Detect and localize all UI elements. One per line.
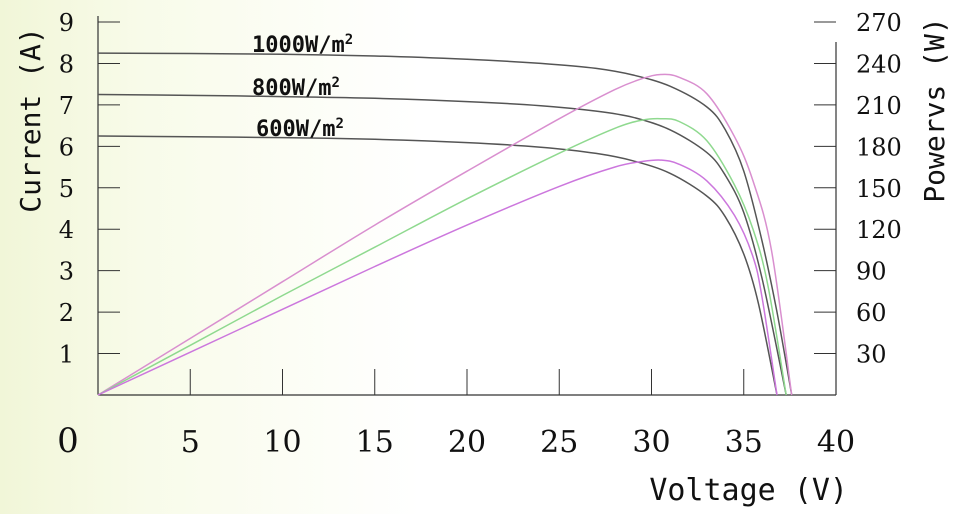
y-tick-label-left: 6 [59, 133, 74, 161]
x-tick-label: 25 [540, 425, 578, 460]
x-tick-label: 35 [725, 425, 763, 460]
y-tick-label-left: 2 [59, 299, 74, 327]
y-tick-label-right: 60 [856, 299, 887, 327]
x-tick-label: 40 [817, 425, 855, 460]
y-tick-label-right: 180 [856, 133, 902, 161]
y-tick-label-right: 240 [856, 50, 902, 78]
irradiance-label: 800W/m2 [252, 75, 340, 101]
y-tick-label-right: 270 [856, 9, 902, 37]
y-tick-label-left: 8 [59, 50, 74, 78]
y-tick-label-right: 90 [856, 258, 887, 286]
power-curve-4 [97, 117, 787, 396]
current-curve-0 [97, 52, 793, 396]
y-tick-label-left: 7 [59, 92, 74, 120]
power-curve-5 [97, 159, 778, 396]
y-tick-label-right: 30 [856, 341, 887, 369]
y-tick-label-right: 210 [856, 92, 902, 120]
y-tick-label-left: 3 [59, 258, 74, 286]
y-tick-label-right: 120 [856, 216, 902, 244]
x-tick-label: 20 [448, 425, 486, 460]
y-tick-label-left: 9 [59, 9, 74, 37]
x-tick-label: 5 [181, 425, 200, 460]
x-tick-label: 30 [632, 425, 670, 460]
y-tick-label-right: 150 [856, 175, 902, 203]
irradiance-label: 600W/m2 [256, 116, 344, 142]
irradiance-label: 1000W/m2 [252, 32, 353, 58]
x-tick-label: 15 [356, 425, 394, 460]
y-tick-label-left: 1 [59, 341, 74, 369]
y-tick-label-left: 5 [59, 175, 74, 203]
chart-axes [97, 16, 837, 396]
chart-curves [97, 52, 793, 396]
chart-labels: 1 2 3 4 5 6 7 8 9 30 60 90 120 150 180 210 240 270 0 5 10 15 2… [14, 9, 951, 508]
power-curve-3 [97, 73, 793, 396]
x-tick-label: 10 [263, 425, 301, 460]
x-axis-title: Voltage (V) [649, 473, 848, 508]
x-tick-label: 0 [57, 421, 79, 461]
current-curve-1 [97, 93, 787, 396]
y-axis-title-left: Current (A) [14, 27, 47, 212]
current-curve-2 [97, 135, 778, 396]
y-axis-title-right: Powervs (W) [918, 17, 951, 202]
y-tick-label-left: 4 [59, 216, 74, 244]
